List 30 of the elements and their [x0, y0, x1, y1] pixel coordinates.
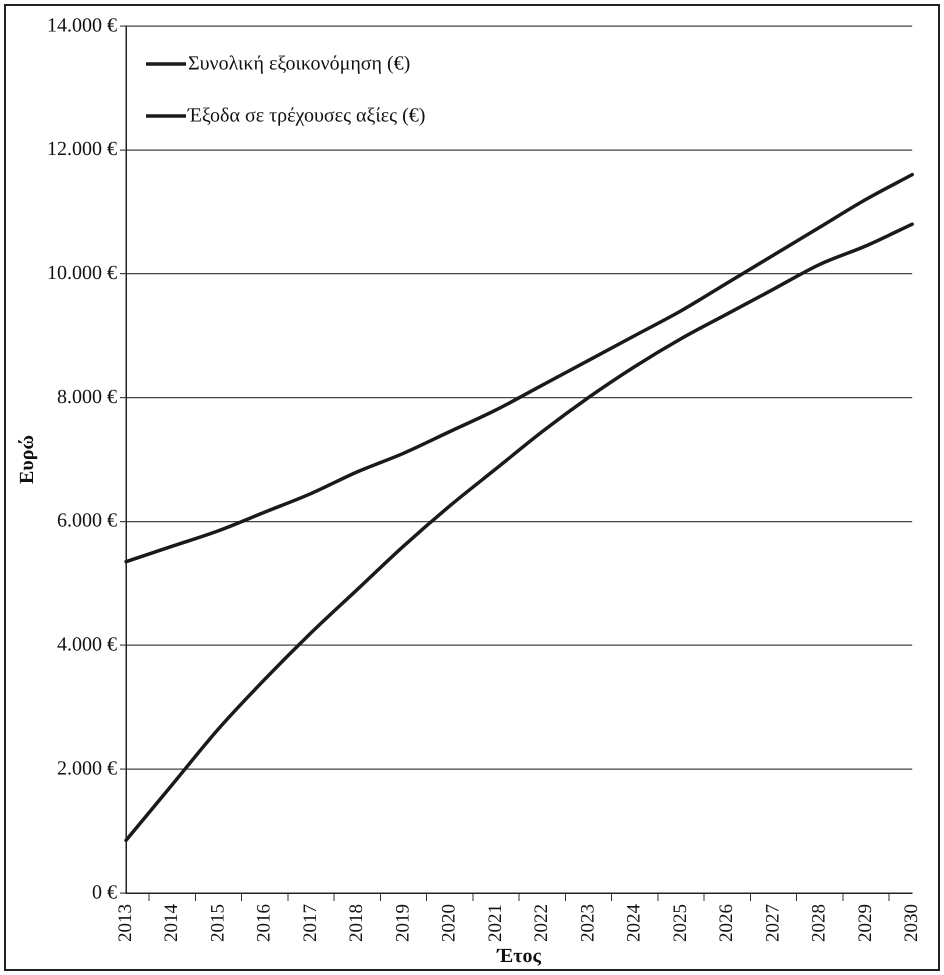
- x-tick-label: 2014: [161, 904, 182, 942]
- x-tick-label: 2019: [392, 904, 414, 942]
- x-axis-title: Έτος: [496, 945, 542, 968]
- legend-label: Έξοδα σε τρέχουσες αξίες (€): [187, 104, 426, 126]
- x-tick-label: 2017: [300, 904, 321, 942]
- x-tick-label: 2027: [762, 904, 784, 942]
- y-tick-label: 10.000 €: [47, 262, 117, 284]
- x-tick-label: 2022: [531, 904, 552, 942]
- y-tick-label: 2.000 €: [57, 757, 117, 780]
- y-tick-label: 4.000 €: [57, 634, 117, 656]
- y-tick-label: 0 €: [92, 881, 117, 904]
- x-tick-label: 2023: [577, 904, 598, 942]
- y-tick-label: 6.000 €: [57, 510, 117, 532]
- x-tick-label: 2018: [346, 904, 368, 942]
- x-tick-label: 2013: [114, 904, 136, 942]
- x-tick-label: 2025: [670, 904, 691, 942]
- x-tick-label: 2016: [254, 904, 275, 942]
- x-tick-label: 2026: [716, 904, 738, 942]
- x-tick-label: 2028: [808, 904, 830, 942]
- x-tick-label: 2021: [484, 904, 506, 942]
- x-tick-label: 2030: [901, 904, 922, 942]
- y-axis-title: Ευρώ: [16, 434, 38, 484]
- x-tick-label: 2015: [207, 904, 228, 942]
- legend-label: Συνολική εξοικονόμηση (€): [188, 52, 410, 74]
- x-tick-label: 2020: [438, 904, 460, 942]
- x-tick-label: 2029: [854, 904, 876, 942]
- y-tick-label: 12.000 €: [47, 138, 117, 160]
- y-tick-label: 8.000 €: [57, 386, 117, 408]
- y-tick-label: 14.000 €: [47, 14, 117, 36]
- x-tick-label: 2024: [624, 904, 645, 942]
